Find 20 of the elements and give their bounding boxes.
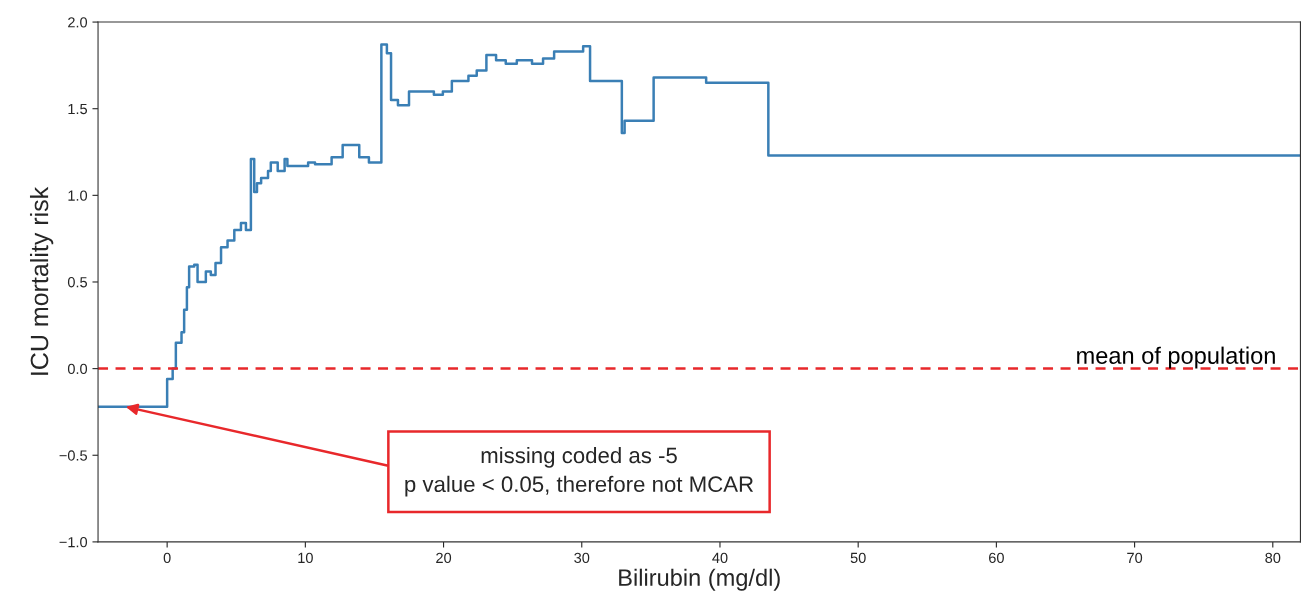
x-tick-label: 50 (850, 552, 866, 564)
y-tick-label: 0.0 (67, 363, 88, 375)
y-tick-label: 2.0 (68, 17, 88, 28)
y-tick-label: −0.5 (59, 450, 88, 461)
annotation: missing coded as -5 p value < 0.05, therefore not MCAR (405, 446, 754, 497)
x-tick-label: 60 (989, 552, 1004, 564)
x-tick-label: 30 (574, 552, 590, 564)
y-tick-label: −1.0 (59, 536, 88, 548)
x-tick-label: 0 (163, 552, 171, 564)
x-axis-title: Bilirubin (mg/dl) (619, 568, 780, 591)
x-tick-label: 20 (436, 552, 452, 564)
ref-line-label: mean of population (1077, 346, 1275, 369)
x-tick-label: 80 (1265, 552, 1281, 564)
y-axis-title: ICU mortality risk (29, 186, 54, 375)
x-tick-label: 10 (298, 552, 313, 564)
y-tick-label: 1.0 (68, 190, 88, 201)
x-tick-label: 70 (1127, 552, 1143, 564)
y-tick-label: 1.5 (68, 103, 88, 115)
x-tick-label: 40 (712, 552, 728, 564)
y-tick-label: 0.5 (67, 277, 88, 288)
